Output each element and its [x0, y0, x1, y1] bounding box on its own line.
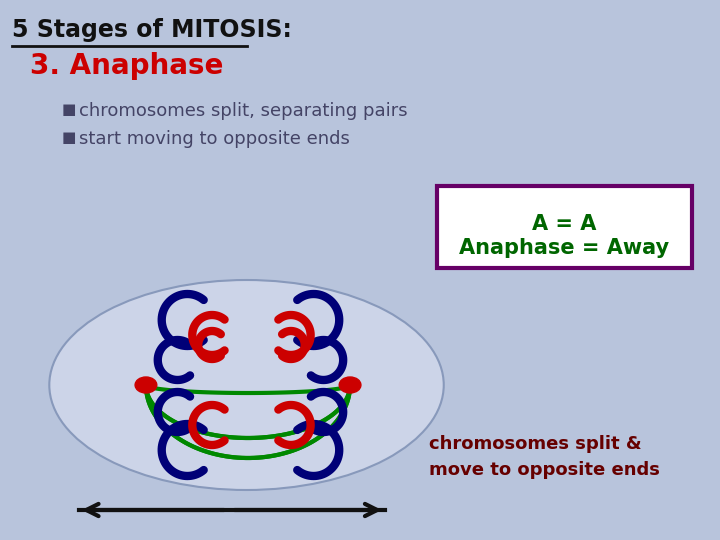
- Ellipse shape: [135, 377, 157, 393]
- Ellipse shape: [49, 280, 444, 490]
- Text: chromosomes split &
move to opposite ends: chromosomes split & move to opposite end…: [429, 435, 660, 480]
- FancyBboxPatch shape: [437, 186, 692, 268]
- Ellipse shape: [339, 377, 361, 393]
- Text: ■: ■: [61, 102, 76, 117]
- Text: start moving to opposite ends: start moving to opposite ends: [79, 130, 350, 148]
- Text: Anaphase = Away: Anaphase = Away: [459, 238, 669, 258]
- Text: ■: ■: [61, 130, 76, 145]
- Text: chromosomes split, separating pairs: chromosomes split, separating pairs: [79, 102, 408, 120]
- Text: A = A: A = A: [532, 214, 596, 234]
- Text: 3. Anaphase: 3. Anaphase: [30, 52, 223, 80]
- Text: 5 Stages of MITOSIS:: 5 Stages of MITOSIS:: [12, 18, 292, 42]
